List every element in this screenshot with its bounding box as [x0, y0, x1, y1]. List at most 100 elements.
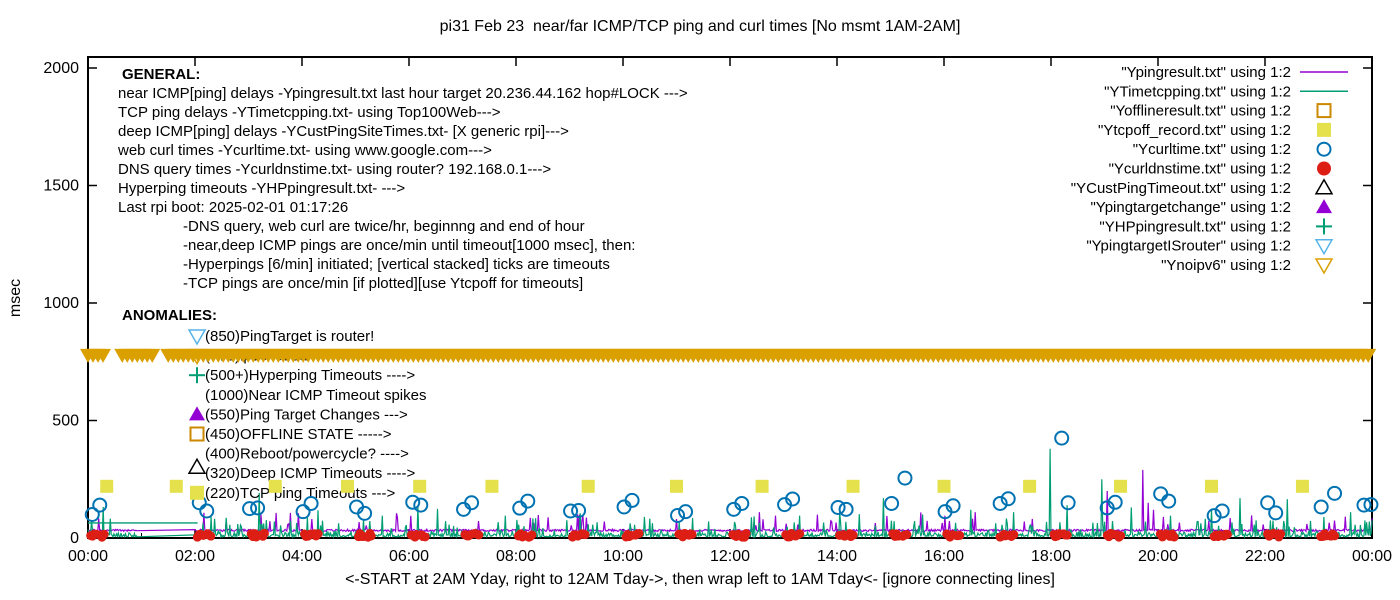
dns-time-point	[741, 528, 751, 538]
marker-square-open-icon	[189, 426, 205, 442]
curl-time-point	[1107, 494, 1123, 510]
general-indented-line: -TCP pings are once/min [if plotted][use…	[183, 275, 583, 292]
dns-time-point	[366, 531, 376, 541]
y-axis-label: msec	[7, 278, 24, 318]
curl-time-point	[992, 495, 1008, 511]
marker-tri-down-open-icon	[187, 348, 207, 366]
dns-time-point	[687, 529, 697, 539]
dns-time-point	[1276, 529, 1286, 539]
tcpoff-point	[1295, 479, 1309, 493]
dns-time-point	[955, 530, 965, 540]
general-line: Hyperping timeouts -YHPpingresult.txt- -…	[118, 180, 405, 197]
curl-time-point	[1356, 497, 1372, 513]
curl-time-point	[242, 501, 258, 517]
curl-time-point	[678, 504, 694, 520]
marker-square-open-icon	[1316, 103, 1332, 119]
x-tick-label: 06:00	[389, 548, 429, 565]
curl-time-point	[512, 500, 528, 516]
tcpoff-point	[413, 479, 427, 493]
tcpoff-point	[937, 479, 951, 493]
dns-time-point	[1169, 532, 1179, 542]
legend-entry-label: "Ypingresult.txt" using 1:2	[1121, 64, 1291, 81]
anomaly-line: (400)Reboot/powercycle? ---->	[205, 446, 409, 463]
general-line: web curl times -Ycurltime.txt- using www…	[117, 142, 492, 159]
dns-time-point	[1009, 530, 1019, 540]
curl-time-point	[1054, 430, 1070, 446]
curl-time-point	[1260, 495, 1276, 511]
curl-time-point	[884, 495, 900, 511]
curl-time-point	[250, 500, 266, 516]
general-line: near ICMP[ping] delays -Ypingresult.txt …	[118, 85, 688, 102]
dns-time-point	[902, 530, 912, 540]
general-line: DNS query times -Ycurldnstime.txt- using…	[118, 161, 551, 178]
marker-triangle-filled-icon	[1316, 199, 1332, 214]
marker-tri-down-open-icon	[187, 329, 207, 346]
tcpoff-point	[169, 479, 183, 493]
curl-time-point	[1268, 505, 1284, 521]
legend-entry-label: "Ypingtargetchange" using 1:2	[1090, 199, 1291, 216]
x-tick-label: 22:00	[1245, 548, 1285, 565]
tcpoff-point	[1114, 479, 1128, 493]
curl-time-point	[520, 493, 536, 509]
legend-entry-label: "Yofflineresult.txt" using 1:2	[1110, 103, 1291, 120]
curl-time-point	[1313, 499, 1329, 515]
anomaly-line: (320)Deep ICMP Timeouts ---->	[205, 465, 415, 482]
general-indented-line: -near,deep ICMP pings are once/min until…	[183, 237, 635, 254]
anomaly-line: (550)Ping Target Changes --->	[205, 406, 408, 423]
general-line: TCP ping delays -YTimetcpping.txt- using…	[118, 104, 501, 121]
marker-tri-down-open-icon	[1314, 238, 1334, 256]
curl-time-point	[670, 507, 686, 523]
curl-time-point	[838, 501, 854, 517]
anomaly-line: (450)OFFLINE STATE ----->	[205, 426, 392, 443]
tcpoff-point	[581, 479, 595, 493]
general-indented-line: -DNS query, web curl are twice/hr, begin…	[183, 218, 585, 235]
curl-time-point	[945, 498, 961, 514]
dns-time-point	[1222, 529, 1232, 539]
curl-time-point	[1161, 493, 1177, 509]
tcpoff-point	[755, 479, 769, 493]
curl-time-point	[785, 491, 801, 507]
chart-title: pi31 Feb 23 near/far ICMP/TCP ping and c…	[439, 18, 961, 35]
x-tick-label: 10:00	[603, 548, 643, 565]
dns-time-point	[99, 529, 109, 539]
curl-time-point	[464, 495, 480, 511]
general-indented-line: -Hyperpings [6/min] initiated; [vertical…	[183, 256, 610, 273]
curl-time-point	[1060, 495, 1076, 511]
marker-circle-filled-icon	[1317, 161, 1331, 176]
x-tick-label: 00:00	[1352, 548, 1392, 565]
curl-time-point	[1000, 491, 1016, 507]
curl-time-point	[1214, 503, 1230, 519]
x-tick-label: 08:00	[496, 548, 536, 565]
dns-time-point	[527, 530, 537, 540]
curl-time-point	[405, 494, 421, 510]
legend-entry-label: "YTimetcpping.txt" using 1:2	[1104, 83, 1291, 100]
curl-time-point	[1153, 486, 1169, 502]
x-axis-label: <-START at 2AM Yday, right to 12AM Tday-…	[345, 571, 1055, 588]
dns-time-point	[259, 528, 269, 538]
tcpoff-point	[1205, 479, 1218, 493]
dns-time-point	[634, 529, 644, 539]
general-line: deep ICMP[ping] delays -YCustPingSiteTim…	[118, 123, 569, 140]
legend-entry-label: "Ycurltime.txt" using 1:2	[1133, 141, 1291, 158]
curl-time-point	[1327, 485, 1343, 501]
curl-time-point	[199, 503, 215, 519]
marker-square-filled-icon	[1317, 122, 1331, 137]
x-tick-label: 20:00	[1138, 548, 1178, 565]
marker-circle-open-icon	[1316, 141, 1332, 157]
ipv6-band-segment	[1360, 348, 1377, 363]
general-line: Last rpi boot: 2025-02-01 01:17:26	[118, 199, 348, 216]
y-tick-label: 2000	[43, 60, 79, 77]
dns-time-point	[1116, 531, 1126, 541]
marker-tri-down-open-icon	[1314, 258, 1334, 275]
anomaly-line: (220)TCP ping Timeouts --->	[205, 485, 395, 502]
curl-time-point	[413, 497, 429, 513]
curl-time-point	[303, 495, 319, 511]
y-tick-label: 0	[70, 530, 79, 547]
y-tick-label: 1000	[43, 295, 79, 312]
curl-time-point	[563, 503, 579, 519]
legend-entry-label: "YpingtargetISrouter" using 1:2	[1086, 238, 1291, 255]
tcpoff-point	[340, 479, 354, 493]
curl-time-point	[830, 499, 846, 515]
